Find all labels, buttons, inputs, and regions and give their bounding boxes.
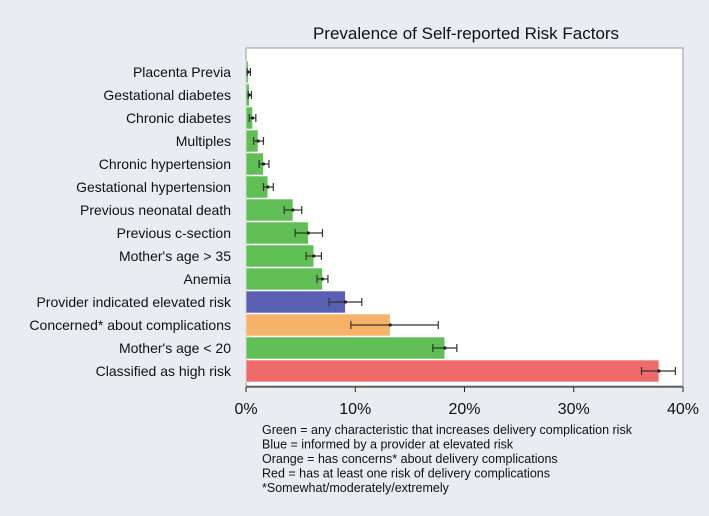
category-labels: Placenta Previa Gestational diabetes Chron… [29, 64, 232, 379]
legend-notes: Green = any characteristic that increase… [262, 423, 633, 495]
error-bar [283, 206, 303, 214]
x-tick-label: 20% [448, 401, 480, 418]
error-bar [262, 183, 274, 191]
category-label: Previous neonatal death [80, 202, 231, 218]
legend-note: Red = has at least one risk of delivery … [262, 467, 550, 481]
error-bars [246, 68, 676, 375]
error-bar [432, 344, 458, 352]
legend-note: *Somewhat/moderately/extremely [262, 481, 450, 495]
error-bar [294, 229, 324, 237]
category-label: Chronic diabetes [126, 110, 231, 126]
error-bar [350, 321, 439, 329]
error-bar [640, 367, 676, 375]
legend-note: Blue = informed by a provider at elevate… [262, 438, 514, 452]
legend-note: Green = any characteristic that increase… [262, 423, 633, 437]
legend-note: Orange = has concerns* about delivery co… [262, 452, 558, 466]
category-label: Multiples [176, 133, 231, 149]
category-label: Previous c-section [117, 225, 231, 241]
error-bar [316, 275, 329, 283]
error-bar [328, 298, 363, 306]
category-label: Mother's age < 20 [119, 340, 231, 356]
error-bar [248, 114, 257, 122]
error-bar [305, 252, 322, 260]
error-bar [253, 137, 265, 145]
x-tick-label: 30% [558, 401, 590, 418]
bars-layer [245, 60, 660, 383]
x-axis: 0% 10% 20% 30% 40% [234, 386, 699, 418]
category-label: Mother's age > 35 [119, 248, 231, 264]
error-bar [258, 160, 270, 168]
x-tick-label: 40% [667, 401, 699, 418]
chart-title: Prevalence of Self-reported Risk Factors [313, 24, 619, 43]
category-label: Anemia [184, 271, 232, 287]
bar [245, 267, 323, 291]
category-label: Chronic hypertension [99, 156, 231, 172]
error-bar [246, 68, 251, 76]
category-label: Placenta Previa [133, 64, 231, 80]
error-bar [247, 91, 253, 99]
x-tick-label: 10% [339, 401, 371, 418]
bar [245, 244, 315, 268]
category-label: Gestational diabetes [103, 87, 231, 103]
category-label: Provider indicated elevated risk [36, 294, 232, 310]
x-tick-label: 0% [234, 401, 257, 418]
category-label: Gestational hypertension [76, 179, 231, 195]
category-label: Classified as high risk [96, 363, 232, 379]
category-label: Concerned* about complications [29, 317, 231, 333]
bar [245, 359, 660, 383]
bar [245, 336, 446, 360]
